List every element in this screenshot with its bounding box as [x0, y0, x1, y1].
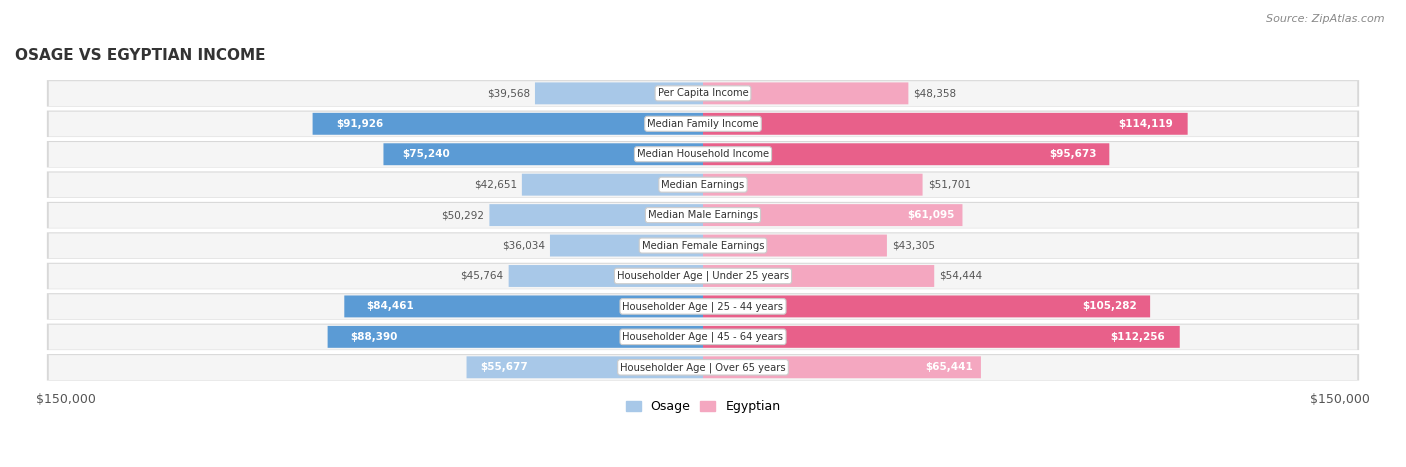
- Text: Source: ZipAtlas.com: Source: ZipAtlas.com: [1267, 14, 1385, 24]
- Text: Median Male Earnings: Median Male Earnings: [648, 210, 758, 220]
- FancyBboxPatch shape: [49, 264, 1357, 289]
- FancyBboxPatch shape: [46, 354, 1360, 381]
- FancyBboxPatch shape: [46, 111, 1360, 137]
- Text: Householder Age | 45 - 64 years: Householder Age | 45 - 64 years: [623, 332, 783, 342]
- FancyBboxPatch shape: [703, 356, 981, 378]
- Text: $88,390: $88,390: [350, 332, 398, 342]
- FancyBboxPatch shape: [49, 294, 1357, 319]
- Text: OSAGE VS EGYPTIAN INCOME: OSAGE VS EGYPTIAN INCOME: [15, 48, 266, 63]
- Text: Median Family Income: Median Family Income: [647, 119, 759, 129]
- FancyBboxPatch shape: [489, 204, 703, 226]
- FancyBboxPatch shape: [328, 326, 703, 348]
- Text: $39,568: $39,568: [486, 88, 530, 99]
- Text: $95,673: $95,673: [1050, 149, 1097, 159]
- FancyBboxPatch shape: [344, 296, 703, 318]
- Text: Per Capita Income: Per Capita Income: [658, 88, 748, 99]
- FancyBboxPatch shape: [534, 82, 703, 104]
- FancyBboxPatch shape: [522, 174, 703, 196]
- FancyBboxPatch shape: [703, 204, 963, 226]
- Text: $42,651: $42,651: [474, 180, 517, 190]
- FancyBboxPatch shape: [46, 202, 1360, 228]
- Text: $51,701: $51,701: [928, 180, 970, 190]
- Text: $36,034: $36,034: [502, 241, 546, 251]
- Text: $65,441: $65,441: [925, 362, 973, 372]
- FancyBboxPatch shape: [384, 143, 703, 165]
- FancyBboxPatch shape: [49, 355, 1357, 380]
- FancyBboxPatch shape: [467, 356, 703, 378]
- FancyBboxPatch shape: [46, 141, 1360, 168]
- FancyBboxPatch shape: [703, 326, 1180, 348]
- Text: $114,119: $114,119: [1118, 119, 1173, 129]
- Text: $112,256: $112,256: [1111, 332, 1166, 342]
- FancyBboxPatch shape: [49, 81, 1357, 106]
- Text: $50,292: $50,292: [441, 210, 484, 220]
- FancyBboxPatch shape: [49, 142, 1357, 167]
- Text: Householder Age | Over 65 years: Householder Age | Over 65 years: [620, 362, 786, 373]
- Text: $61,095: $61,095: [907, 210, 955, 220]
- Legend: Osage, Egyptian: Osage, Egyptian: [620, 396, 786, 418]
- FancyBboxPatch shape: [46, 80, 1360, 106]
- FancyBboxPatch shape: [312, 113, 703, 135]
- FancyBboxPatch shape: [49, 325, 1357, 350]
- FancyBboxPatch shape: [46, 171, 1360, 198]
- Text: $84,461: $84,461: [366, 301, 413, 311]
- FancyBboxPatch shape: [46, 324, 1360, 350]
- FancyBboxPatch shape: [49, 112, 1357, 136]
- FancyBboxPatch shape: [49, 203, 1357, 228]
- Text: $48,358: $48,358: [914, 88, 956, 99]
- Text: $105,282: $105,282: [1083, 301, 1136, 311]
- Text: Householder Age | Under 25 years: Householder Age | Under 25 years: [617, 271, 789, 281]
- FancyBboxPatch shape: [46, 293, 1360, 319]
- FancyBboxPatch shape: [46, 232, 1360, 259]
- Text: $55,677: $55,677: [481, 362, 529, 372]
- Text: $91,926: $91,926: [336, 119, 384, 129]
- FancyBboxPatch shape: [49, 172, 1357, 198]
- FancyBboxPatch shape: [46, 263, 1360, 289]
- Text: Median Earnings: Median Earnings: [661, 180, 745, 190]
- Text: $45,764: $45,764: [460, 271, 503, 281]
- Text: $43,305: $43,305: [891, 241, 935, 251]
- FancyBboxPatch shape: [703, 234, 887, 256]
- Text: $54,444: $54,444: [939, 271, 983, 281]
- FancyBboxPatch shape: [703, 82, 908, 104]
- FancyBboxPatch shape: [703, 113, 1188, 135]
- Text: $75,240: $75,240: [402, 149, 450, 159]
- Text: Householder Age | 25 - 44 years: Householder Age | 25 - 44 years: [623, 301, 783, 311]
- FancyBboxPatch shape: [703, 143, 1109, 165]
- FancyBboxPatch shape: [509, 265, 703, 287]
- FancyBboxPatch shape: [703, 174, 922, 196]
- Text: Median Female Earnings: Median Female Earnings: [641, 241, 765, 251]
- Text: Median Household Income: Median Household Income: [637, 149, 769, 159]
- FancyBboxPatch shape: [703, 296, 1150, 318]
- FancyBboxPatch shape: [550, 234, 703, 256]
- FancyBboxPatch shape: [49, 234, 1357, 258]
- FancyBboxPatch shape: [703, 265, 934, 287]
